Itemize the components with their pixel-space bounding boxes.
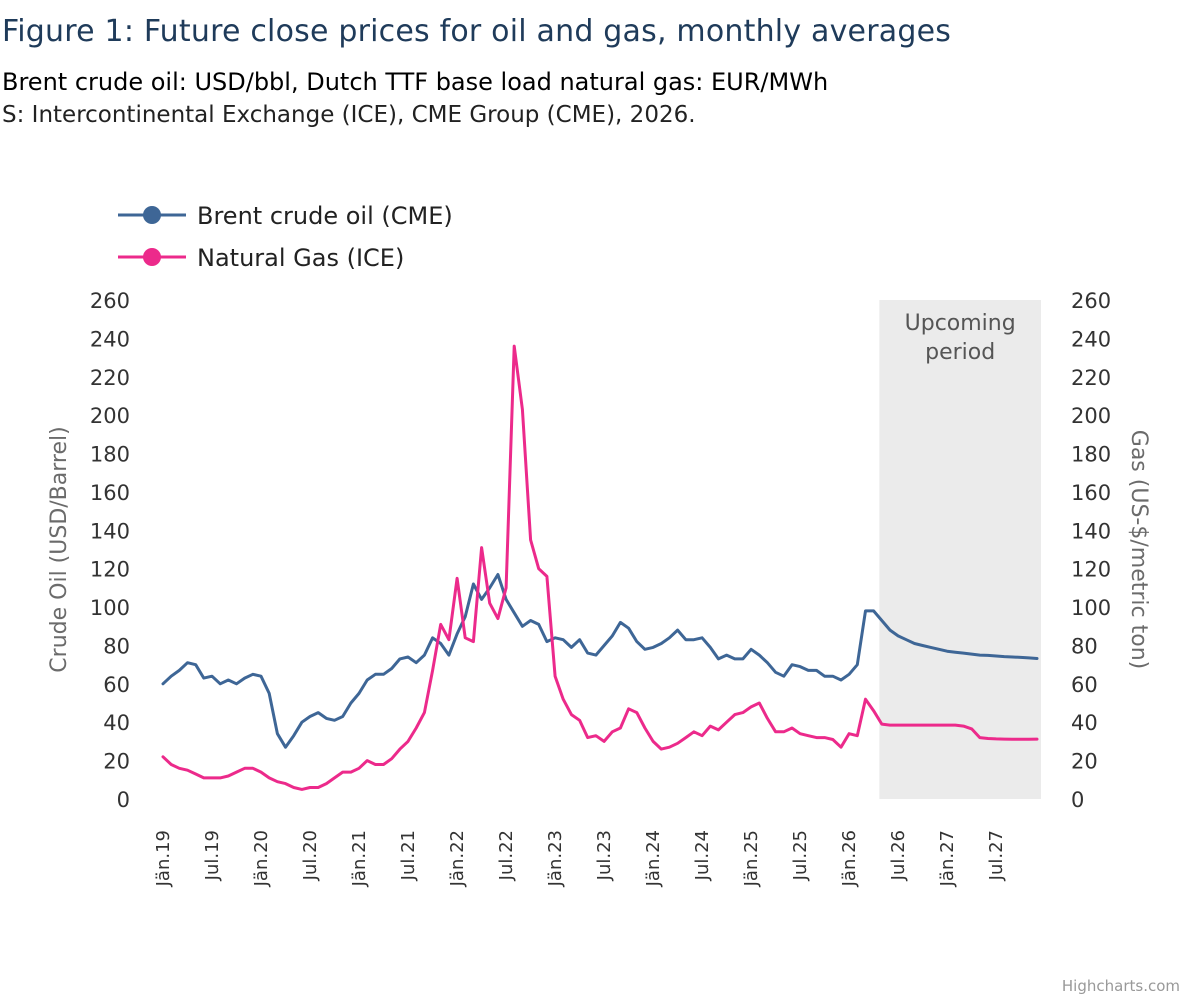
y-right-tick-label: 60: [1071, 673, 1098, 697]
chart-subtitle: Brent crude oil: USD/bbl, Dutch TTF base…: [2, 68, 829, 96]
x-tick-label: Jul.27: [986, 830, 1007, 881]
series-line-brent[interactable]: [161, 573, 1039, 749]
x-tick-label: Jän.19: [153, 830, 174, 887]
x-tick-label: Jän.21: [349, 830, 370, 887]
y-right-tick-label: 0: [1071, 788, 1084, 812]
y-left-tick-label: 40: [103, 711, 130, 735]
x-tick-label: Jul.20: [300, 830, 321, 881]
y-right-tick-label: 240: [1071, 327, 1111, 351]
x-tick-label: Jän.22: [447, 830, 468, 887]
y-right-tick-label: 260: [1071, 289, 1111, 313]
y-left-tick-label: 240: [90, 327, 130, 351]
chart-source: S: Intercontinental Exchange (ICE), CME …: [2, 102, 696, 128]
x-tick-label: Jul.26: [888, 830, 909, 881]
x-tick-label: Jul.23: [594, 830, 615, 881]
y-left-tick-label: 20: [103, 750, 130, 774]
y-axis-right-title: Gas (US-$/metric ton): [1126, 430, 1151, 669]
y-left-tick-label: 60: [103, 673, 130, 697]
y-right-tick-label: 120: [1071, 558, 1111, 582]
x-axis: Jän.19 Jul.19 Jän.20 Jul.20 Jän.21 Jul.21 Jän.…: [153, 830, 1007, 887]
y-left-tick-label: 160: [90, 481, 130, 505]
x-tick-label: Jän.20: [251, 830, 272, 887]
x-tick-label: Jän.23: [545, 830, 566, 887]
x-tick-label: Jul.21: [398, 830, 419, 881]
y-axis-left-title: Crude Oil (USD/Barrel): [47, 426, 72, 672]
legend-label-gas: Natural Gas (ICE): [197, 244, 404, 272]
x-tick-label: Jul.19: [202, 830, 223, 881]
y-left-tick-label: 220: [90, 366, 130, 390]
y-left-tick-label: 80: [103, 634, 130, 658]
y-left-tick-label: 140: [90, 519, 130, 543]
y-left-tick-label: 260: [90, 289, 130, 313]
y-right-tick-label: 140: [1071, 519, 1111, 543]
x-tick-label: Jän.25: [741, 830, 762, 887]
x-tick-label: Jul.25: [790, 830, 811, 881]
band-label-line-2: period: [925, 340, 995, 365]
series-line-gas[interactable]: [161, 344, 1039, 791]
y-right-tick-label: 200: [1071, 404, 1111, 428]
y-left-tick-label: 180: [90, 443, 130, 467]
y-right-tick-label: 100: [1071, 596, 1111, 620]
chart-title: Figure 1: Future close prices for oil an…: [2, 14, 952, 49]
y-right-tick-label: 40: [1071, 711, 1098, 735]
upcoming-period-band: [879, 300, 1041, 799]
y-right-tick-label: 80: [1071, 634, 1098, 658]
band-label-line-1: Upcoming: [905, 311, 1016, 336]
y-left-tick-label: 0: [117, 788, 130, 812]
legend-item-gas[interactable]: Natural Gas (ICE): [118, 244, 404, 272]
x-tick-label: Jul.22: [496, 830, 517, 881]
y-right-tick-label: 160: [1071, 481, 1111, 505]
legend-item-brent[interactable]: Brent crude oil (CME): [118, 202, 453, 230]
y-left-tick-label: 200: [90, 404, 130, 428]
y-left-tick-label: 100: [90, 596, 130, 620]
x-tick-label: Jän.26: [839, 830, 860, 887]
x-tick-label: Jän.27: [937, 830, 958, 887]
x-tick-label: Jän.24: [643, 830, 664, 887]
legend-marker-brent: [143, 206, 161, 224]
legend-label-brent: Brent crude oil (CME): [197, 202, 453, 230]
y-right-tick-label: 180: [1071, 443, 1111, 467]
legend[interactable]: Brent crude oil (CME) Natural Gas (ICE): [118, 202, 453, 272]
legend-marker-gas: [143, 248, 161, 266]
y-right-tick-label: 20: [1071, 750, 1098, 774]
credits-link[interactable]: Highcharts.com: [1062, 977, 1180, 995]
x-tick-label: Jul.24: [692, 830, 713, 881]
y-left-tick-label: 120: [90, 558, 130, 582]
y-right-tick-label: 220: [1071, 366, 1111, 390]
y-axis-right: 0 20 40 60 80 100 120 140 160 180 200 220 240 260: [1071, 289, 1111, 812]
y-axis-left: 0 20 40 60 80 100 120 140 160 180 200 220 240 260: [90, 289, 130, 812]
